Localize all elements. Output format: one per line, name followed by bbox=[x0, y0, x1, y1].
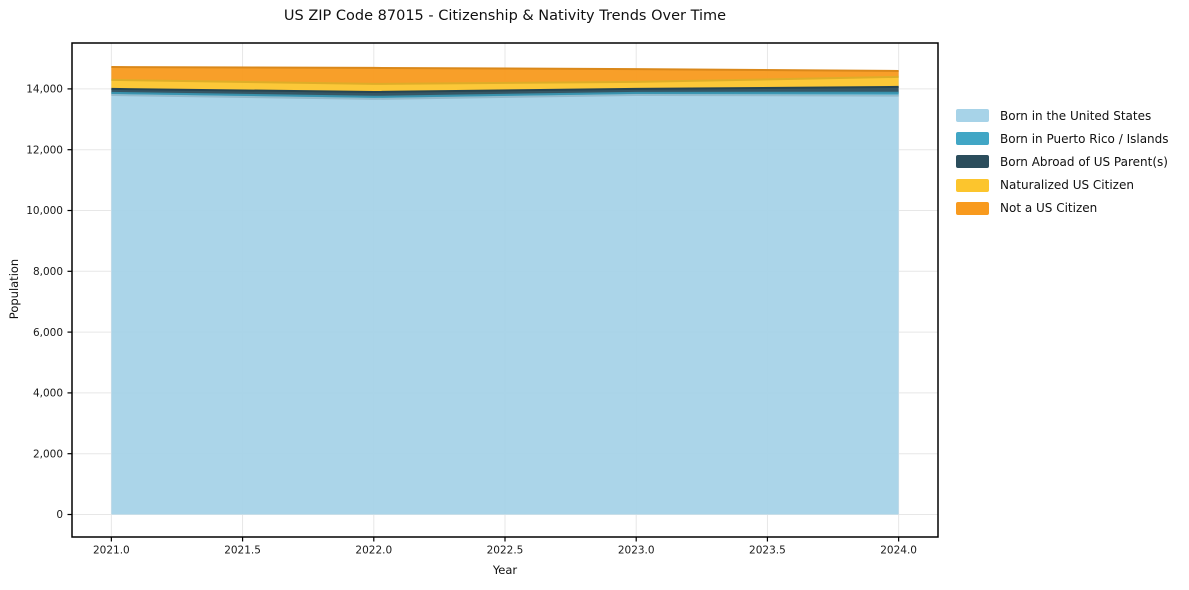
legend-item: Born in Puerto Rico / Islands bbox=[956, 127, 1169, 150]
legend-swatch bbox=[956, 132, 989, 146]
chart-title: US ZIP Code 87015 - Citizenship & Nativi… bbox=[283, 8, 727, 24]
legend: Born in the United States Born in Puerto … bbox=[956, 104, 1169, 220]
y-tick-label: 0 bbox=[56, 509, 63, 521]
y-tick-label: 14,000 bbox=[26, 84, 63, 96]
area-series bbox=[111, 94, 899, 515]
legend-item: Not a US Citizen bbox=[956, 197, 1169, 220]
area-edge-line bbox=[111, 66, 899, 72]
area-edge-line bbox=[111, 93, 899, 100]
legend-swatch bbox=[956, 155, 989, 169]
legend-item: Born Abroad of US Parent(s) bbox=[956, 150, 1169, 173]
legend-label: Born Abroad of US Parent(s) bbox=[1000, 154, 1168, 169]
legend-item: Born in the United States bbox=[956, 104, 1169, 127]
x-axis-label: Year bbox=[492, 563, 518, 577]
area-edge-line bbox=[111, 85, 899, 93]
legend-swatch bbox=[956, 201, 989, 215]
x-tick-label: 2023.0 bbox=[618, 545, 655, 557]
y-tick-label: 4,000 bbox=[33, 388, 63, 400]
area-edge-line bbox=[111, 91, 899, 98]
x-tick-label: 2023.5 bbox=[749, 545, 786, 557]
legend-item: Naturalized US Citizen bbox=[956, 174, 1169, 197]
legend-swatch bbox=[956, 178, 989, 192]
legend-swatch bbox=[956, 109, 989, 123]
y-tick-label: 8,000 bbox=[33, 266, 63, 278]
legend-label: Born in Puerto Rico / Islands bbox=[1000, 131, 1169, 146]
x-tick-label: 2022.5 bbox=[487, 545, 524, 557]
legend-label: Born in the United States bbox=[1000, 108, 1152, 123]
y-tick-label: 2,000 bbox=[33, 448, 63, 460]
x-tick-label: 2024.0 bbox=[880, 545, 917, 557]
legend-label: Naturalized US Citizen bbox=[1000, 178, 1134, 193]
y-tick-label: 6,000 bbox=[33, 327, 63, 339]
legend-label: Not a US Citizen bbox=[1000, 201, 1098, 216]
y-axis-label: Population bbox=[7, 258, 21, 320]
x-tick-label: 2022.0 bbox=[355, 545, 392, 557]
x-tick-label: 2021.5 bbox=[224, 545, 261, 557]
x-tick-label: 2021.0 bbox=[93, 545, 130, 557]
area-edge-line bbox=[111, 75, 899, 85]
y-tick-label: 12,000 bbox=[26, 144, 63, 156]
y-tick-label: 10,000 bbox=[26, 205, 63, 217]
